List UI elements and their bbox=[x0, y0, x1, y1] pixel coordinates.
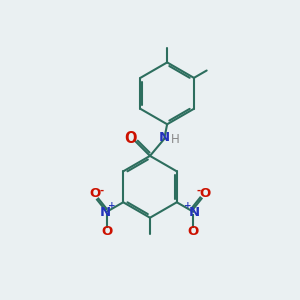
Text: O: O bbox=[199, 187, 210, 200]
Text: O: O bbox=[90, 187, 101, 200]
Text: O: O bbox=[124, 131, 137, 146]
Text: N: N bbox=[189, 206, 200, 219]
Text: N: N bbox=[159, 131, 170, 144]
Text: -: - bbox=[196, 186, 201, 196]
Text: +: + bbox=[108, 201, 116, 210]
Text: -: - bbox=[99, 186, 104, 196]
Text: +: + bbox=[184, 201, 192, 210]
Text: N: N bbox=[100, 206, 111, 219]
Text: O: O bbox=[101, 225, 112, 239]
Text: O: O bbox=[188, 225, 199, 239]
Text: H: H bbox=[171, 134, 180, 146]
